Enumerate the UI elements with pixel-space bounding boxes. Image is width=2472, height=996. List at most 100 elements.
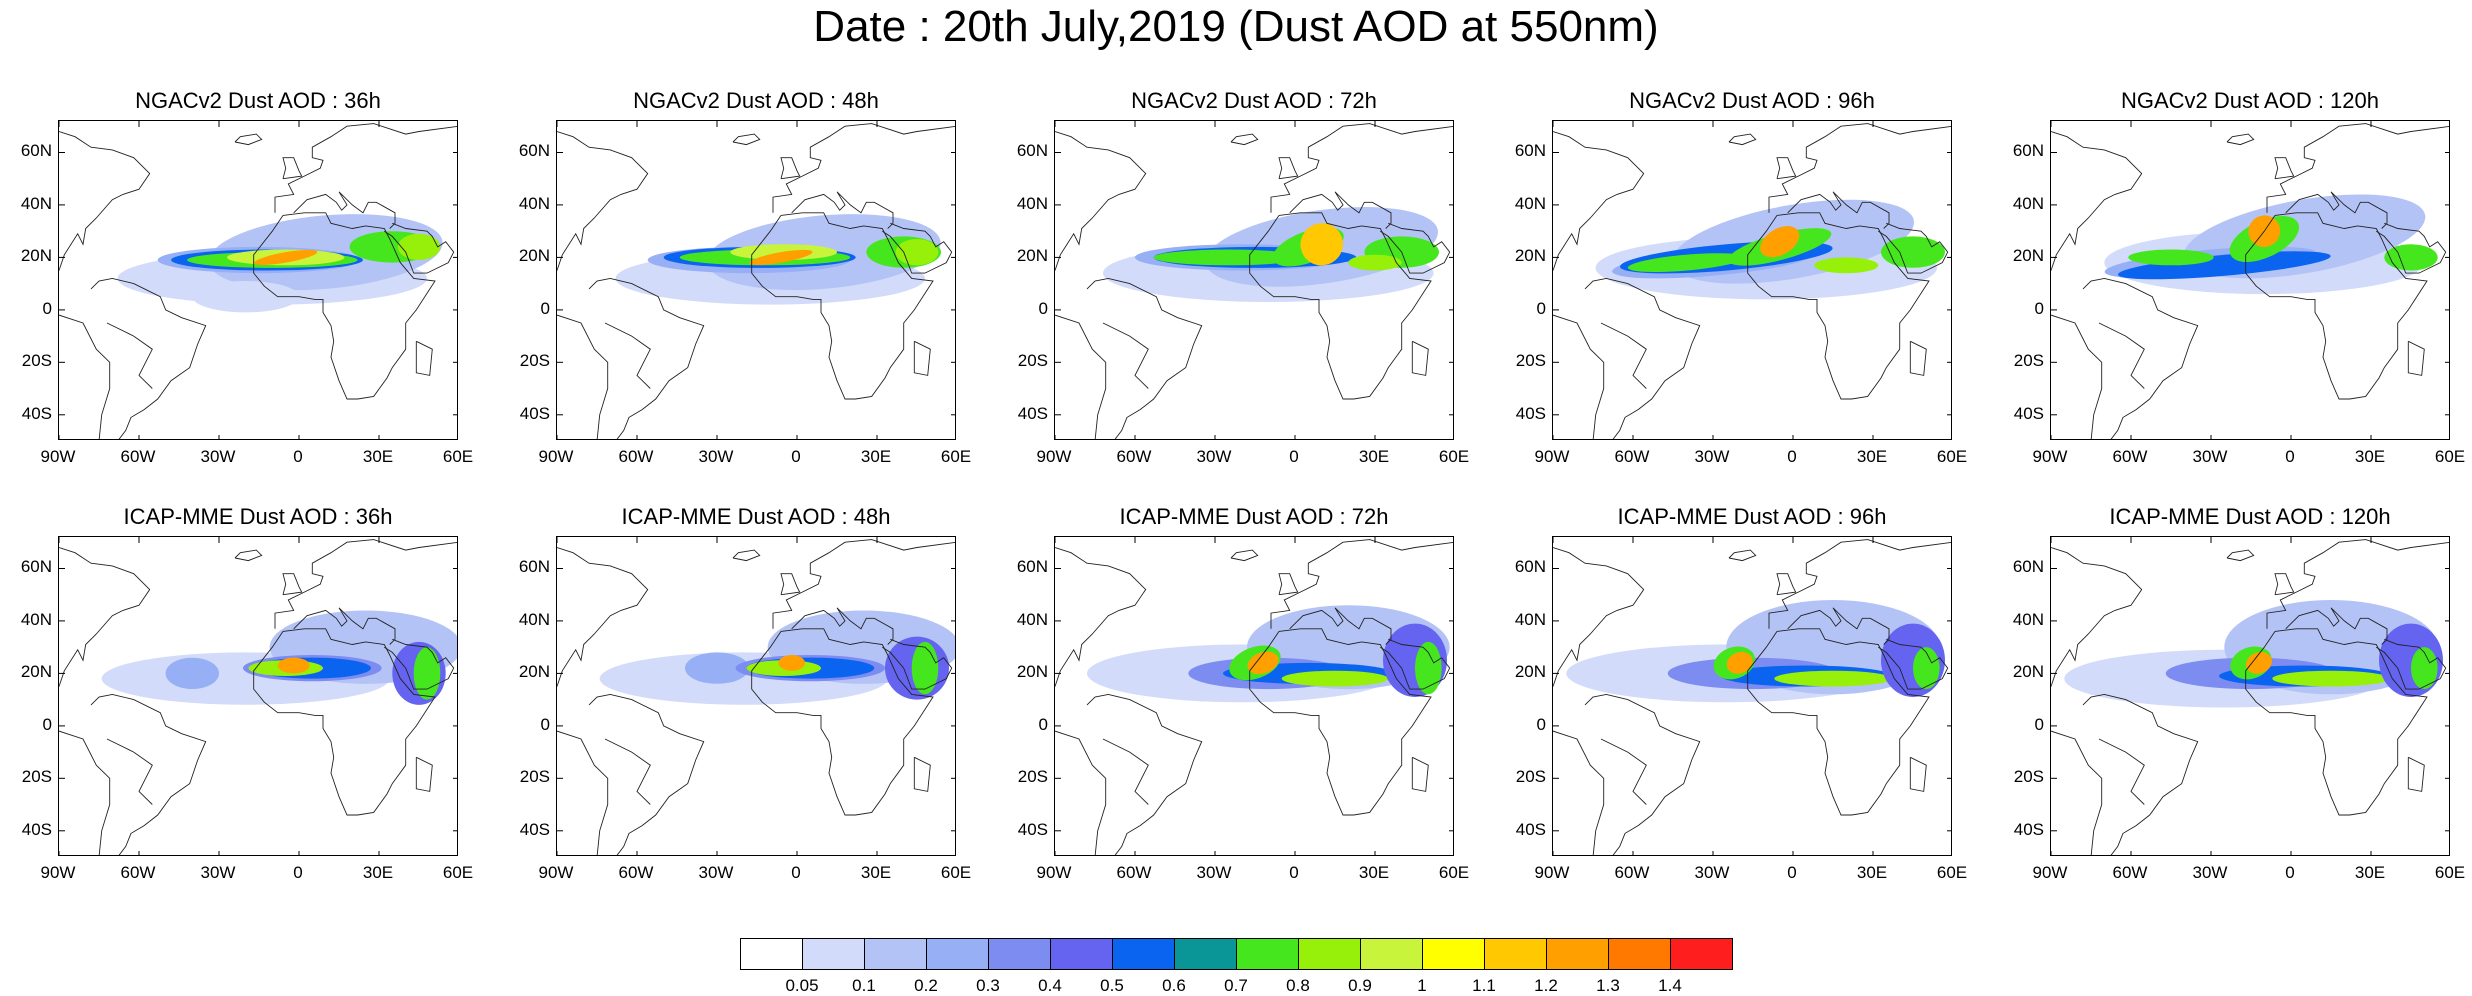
- coastline: [604, 322, 651, 389]
- map-frame: [1552, 536, 1952, 856]
- coastline: [2051, 131, 2143, 271]
- lat-label: 20N: [1016, 662, 1048, 682]
- coastline: [2082, 693, 2199, 855]
- dust-plume: [1881, 236, 1945, 268]
- lat-label: 40N: [1016, 609, 1048, 629]
- lon-label: 60E: [1438, 863, 1470, 882]
- lat-label: 60N: [518, 141, 550, 161]
- colorbar-label: 1.3: [1596, 976, 1620, 995]
- lat-label: 0: [1536, 298, 1546, 318]
- lon-label: 30W: [1694, 447, 1730, 466]
- coastline: [913, 756, 931, 792]
- map-frame: [1054, 120, 1454, 440]
- coastline: [1055, 730, 1107, 855]
- lat-label: 20N: [1514, 662, 1546, 682]
- coastline: [1747, 628, 1930, 816]
- lon-label: 30E: [860, 863, 892, 882]
- coastline: [415, 340, 433, 376]
- lat-label: 60N: [1016, 141, 1048, 161]
- colorbar-swatch: [1298, 938, 1361, 970]
- coastline: [1584, 277, 1701, 439]
- lat-label: 60N: [1514, 557, 1546, 577]
- coastline: [415, 756, 433, 792]
- colorbar-label: 0.8: [1286, 976, 1310, 995]
- dust-plume: [277, 657, 310, 674]
- panel-title: ICAP-MME Dust AOD : 72h: [1119, 504, 1389, 529]
- map-svg: [59, 121, 457, 439]
- coastline: [1086, 277, 1203, 439]
- lon-label: 60W: [618, 863, 654, 882]
- dust-plume: [1627, 253, 1745, 272]
- lat-label: 40S: [519, 403, 550, 423]
- colorbar-label: 0.1: [852, 976, 876, 995]
- lon-label: 30W: [2192, 447, 2228, 466]
- coastline: [2285, 191, 2388, 229]
- coastline: [106, 322, 153, 389]
- lon-label: 90W: [2032, 863, 2068, 882]
- lat-label: 40S: [1017, 403, 1048, 423]
- coastline: [1776, 157, 1797, 180]
- coastline: [253, 628, 436, 816]
- lat-label: 20N: [20, 662, 52, 682]
- map-svg: [557, 121, 955, 439]
- lat-label: 20S: [2013, 767, 2044, 787]
- coastline: [59, 730, 111, 855]
- lon-label: 0: [293, 863, 303, 882]
- map-svg: [1553, 537, 1951, 855]
- lat-label: 40N: [20, 609, 52, 629]
- map-svg: [2051, 121, 2449, 439]
- lat-label: 40S: [21, 403, 52, 423]
- coastline: [1728, 549, 1757, 562]
- map-frame: [2050, 120, 2450, 440]
- colorbar-label: 0.4: [1038, 976, 1062, 995]
- coastline: [384, 222, 455, 274]
- lat-label: 60N: [518, 557, 550, 577]
- lon-label: 60W: [2112, 447, 2148, 466]
- coastline: [1584, 693, 1701, 855]
- lon-label: 0: [1787, 863, 1797, 882]
- lat-label: 0: [42, 298, 52, 318]
- dust-plume: [1247, 651, 1279, 675]
- dust-plume: [2128, 249, 2214, 266]
- lon-label: 0: [2285, 863, 2295, 882]
- coastline: [557, 730, 609, 855]
- map-panel-7: ICAP-MME Dust AOD : 48h 60N 40N 20N 0 20S 40S 9…: [498, 504, 971, 894]
- colorbar-label: 1.2: [1534, 976, 1558, 995]
- colorbar-swatch: [1174, 938, 1237, 970]
- map-svg: [1055, 121, 1453, 439]
- dust-plume: [749, 249, 813, 265]
- lat-label: 20N: [1514, 246, 1546, 266]
- lon-label: 60E: [1936, 447, 1968, 466]
- lat-label: 0: [540, 298, 550, 318]
- lat-label: 40N: [2012, 609, 2044, 629]
- coastline: [732, 549, 761, 562]
- dust-plume: [165, 657, 219, 690]
- lon-label: 90W: [1534, 863, 1570, 882]
- lat-label: 40S: [1515, 403, 1546, 423]
- coastline: [1230, 549, 1259, 562]
- lat-label: 40S: [21, 819, 52, 839]
- lat-label: 40N: [518, 609, 550, 629]
- lon-label: 0: [791, 863, 801, 882]
- coastline: [2274, 157, 2295, 180]
- lat-label: 0: [2034, 298, 2044, 318]
- coastline: [2285, 607, 2388, 645]
- lat-label: 20N: [1016, 246, 1048, 266]
- lat-label: 20N: [518, 662, 550, 682]
- dust-plume: [2272, 670, 2390, 687]
- lon-label: 60E: [442, 447, 474, 466]
- coastline: [384, 638, 455, 690]
- lon-label: 30E: [2354, 447, 2386, 466]
- lon-label: 0: [1289, 447, 1299, 466]
- lat-label: 20S: [1017, 351, 1048, 371]
- coastline: [1909, 340, 1927, 376]
- lon-label: 60W: [1116, 447, 1152, 466]
- lat-label: 20S: [1515, 767, 1546, 787]
- coastline: [1768, 123, 1951, 213]
- colorbar-swatch: [1546, 938, 1609, 970]
- dust-plume: [1415, 641, 1442, 695]
- colorbar-swatch: [1236, 938, 1299, 970]
- lon-label: 60E: [2434, 863, 2466, 882]
- lon-label: 90W: [40, 863, 76, 882]
- coastline: [2082, 277, 2199, 439]
